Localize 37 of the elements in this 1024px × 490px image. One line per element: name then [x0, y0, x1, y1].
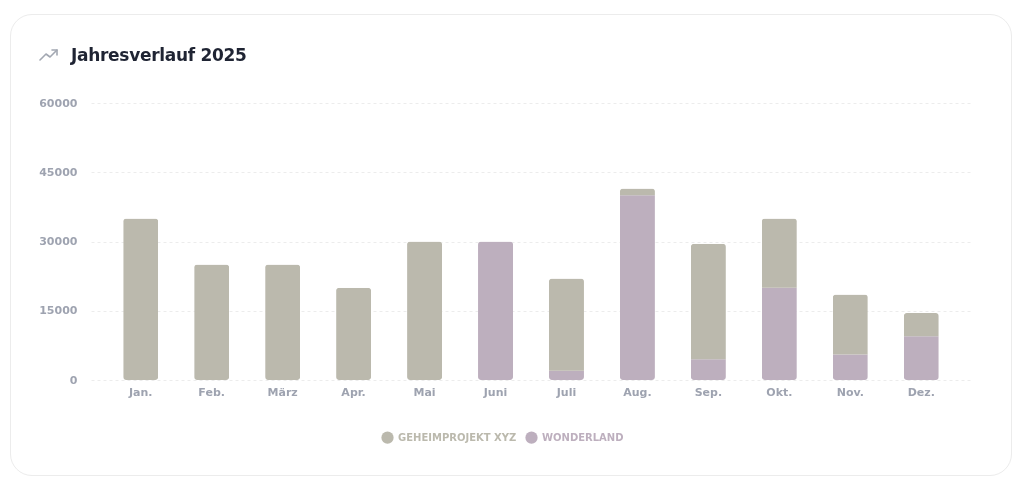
bar [548, 278, 584, 371]
legend-label: GEHEIMPROJEKT XYZ [398, 431, 517, 443]
y-tick-label: 15000 [39, 304, 78, 318]
bar [265, 264, 301, 380]
y-tick-label: 30000 [39, 235, 78, 248]
chart-title: Jahresverlauf 2025 [71, 45, 247, 65]
bar [407, 241, 443, 380]
bar [832, 294, 868, 355]
bar [761, 218, 797, 288]
bar [123, 218, 159, 380]
bar [761, 287, 797, 380]
bar [548, 370, 584, 380]
y-tick-label: 0 [69, 373, 78, 387]
x-tick-label: Juli [555, 385, 577, 399]
x-tick-label: Aug. [623, 385, 652, 399]
x-tick-label: Jan. [127, 385, 153, 399]
x-tick-label: Juni [482, 385, 508, 399]
x-tick-label: Feb. [198, 385, 225, 399]
bar [194, 264, 230, 380]
bar [903, 336, 939, 380]
x-tick-label: Nov. [836, 385, 864, 399]
x-tick-label: Sep. [694, 385, 723, 399]
x-tick-label: Mai [413, 385, 436, 399]
x-tick-label: Apr. [341, 385, 366, 399]
x-tick-label: Okt. [766, 385, 793, 399]
x-tick-label: Dez. [907, 385, 935, 399]
bar [903, 313, 939, 337]
bar [832, 354, 868, 380]
bar [478, 241, 514, 380]
bar [690, 359, 726, 380]
x-tick-label: März [267, 385, 298, 399]
bar [690, 243, 726, 360]
y-tick-label: 45000 [39, 165, 78, 179]
bar [336, 287, 372, 380]
y-tick-label: 60000 [39, 96, 78, 110]
legend-label: WONDERLAND [542, 431, 624, 443]
bar [619, 195, 655, 380]
